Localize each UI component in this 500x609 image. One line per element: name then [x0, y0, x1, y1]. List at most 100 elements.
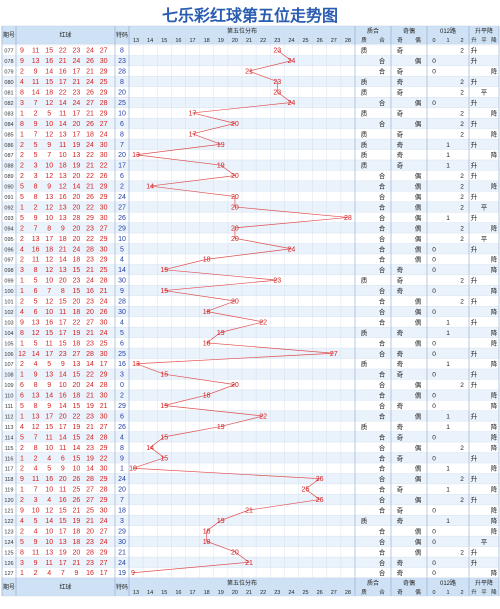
red-ball-number: 7: [34, 434, 38, 441]
odd-even-cell: 奇: [397, 485, 404, 494]
header-dist-col-label: 27: [331, 38, 337, 44]
trend-cell: 降: [491, 516, 498, 525]
red-ball-number: 13: [32, 58, 40, 65]
red-ball-number: 3: [34, 497, 38, 504]
header-sub-label: 奇: [397, 36, 403, 44]
red-ball-number: 8: [34, 382, 38, 389]
footer-sub-label: 升: [471, 588, 477, 596]
mod012-cell: 2: [460, 194, 464, 201]
issue-cell: 092: [4, 205, 13, 211]
odd-even-cell: 奇: [397, 108, 404, 117]
pos5-point-label: 15: [160, 288, 168, 295]
prime-composite-cell: 合: [379, 56, 386, 65]
red-ball-number: 29: [100, 184, 108, 191]
red-ball-number: 9: [34, 539, 38, 546]
prime-composite-cell: 合: [379, 547, 386, 556]
red-ball-number: 17: [59, 424, 67, 431]
red-ball-number: 18: [73, 257, 81, 264]
red-ball-number: 10: [45, 215, 53, 222]
pos5-point-label: 17: [189, 110, 197, 117]
red-ball-number: 20: [59, 476, 67, 483]
red-ball-number: 15: [73, 372, 81, 379]
tehao-cell: 19: [118, 570, 126, 577]
issue-cell: 124: [4, 540, 13, 546]
footer-dist-col-label: 14: [147, 590, 153, 596]
pos5-point-label: 19: [217, 518, 225, 525]
footer-dist-col-label: 24: [288, 590, 294, 596]
prime-composite-cell: 合: [379, 307, 386, 316]
tehao-cell: 4: [120, 434, 124, 441]
odd-even-cell: 奇: [397, 422, 404, 431]
pos5-point-label: 15: [160, 434, 168, 441]
red-ball-number: 10: [45, 163, 53, 170]
tehao-cell: 3: [120, 518, 124, 525]
trend-cell: 升: [471, 171, 478, 180]
red-ball-number: 4: [47, 455, 51, 462]
red-ball-number: 3: [34, 163, 38, 170]
row-stripe: [2, 368, 499, 380]
tehao-cell: 10: [118, 110, 126, 117]
header-dist-col-label: 15: [161, 38, 167, 44]
mod012-cell: 0: [432, 288, 436, 295]
issue-cell: 115: [5, 446, 14, 452]
tehao-cell: 6: [120, 173, 124, 180]
tehao-cell: 17: [118, 163, 126, 170]
pos5-point-label: 21: [245, 560, 253, 567]
trend-cell: 升: [471, 192, 478, 201]
odd-even-cell: 奇: [397, 77, 404, 86]
odd-even-cell: 奇: [397, 558, 404, 567]
mod012-cell: 1: [446, 152, 450, 159]
prime-composite-cell: 合: [379, 265, 386, 274]
red-ball-number: 22: [86, 173, 94, 180]
red-ball-number: 2: [20, 528, 24, 535]
footer-sub-label: 质: [361, 588, 367, 596]
prime-composite-cell: 合: [379, 234, 386, 243]
header-sub-label: 1: [446, 38, 449, 44]
mod012-cell: 2: [460, 445, 464, 452]
tehao-cell: 8: [120, 48, 124, 55]
row-stripe: [2, 55, 499, 66]
footer-sub-label: 2: [460, 590, 463, 596]
trend-line: [132, 49, 348, 574]
red-ball-number: 12: [45, 131, 53, 138]
tehao-cell: 4: [120, 319, 124, 326]
red-ball-number: 19: [59, 549, 67, 556]
red-ball-number: 1: [20, 413, 24, 420]
red-ball-number: 21: [73, 79, 81, 86]
red-ball-number: 17: [45, 351, 53, 358]
prime-composite-cell: 合: [379, 297, 386, 306]
red-ball-number: 17: [59, 319, 67, 326]
red-ball-number: 2: [20, 142, 24, 149]
tehao-cell: 1: [120, 466, 124, 473]
red-ball-number: 1: [20, 455, 24, 462]
pos5-point-label: 24: [288, 246, 296, 253]
red-ball-number: 15: [59, 299, 67, 306]
footer-dist-col-label: 20: [232, 590, 238, 596]
tehao-cell: 25: [118, 100, 126, 107]
red-ball-number: 30: [100, 466, 108, 473]
mod012-cell: 1: [446, 424, 450, 431]
tehao-cell: 8: [120, 79, 124, 86]
red-ball-number: 9: [61, 466, 65, 473]
footer-trend-label: 升平降: [475, 579, 493, 587]
red-ball-number: 9: [34, 372, 38, 379]
red-ball-number: 20: [73, 121, 81, 128]
issue-cell: 101: [4, 300, 13, 306]
mod012-cell: 0: [432, 246, 436, 253]
red-ball-number: 25: [100, 79, 108, 86]
red-ball-number: 16: [45, 476, 53, 483]
red-ball-number: 26: [73, 497, 81, 504]
red-ball-number: 8: [20, 330, 24, 337]
odd-even-cell: 偶: [415, 244, 422, 253]
red-ball-number: 24: [100, 299, 108, 306]
issue-cell: 083: [4, 111, 13, 117]
tehao-cell: 28: [118, 299, 126, 306]
red-ball-number: 13: [45, 372, 53, 379]
pos5-point-label: 20: [231, 121, 239, 128]
red-ball-number: 23: [59, 351, 67, 358]
issue-cell: 079: [4, 70, 13, 76]
row-stripe: [2, 139, 499, 150]
odd-even-cell: 偶: [415, 338, 422, 347]
red-ball-number: 4: [34, 528, 38, 535]
red-ball-number: 2: [34, 455, 38, 462]
